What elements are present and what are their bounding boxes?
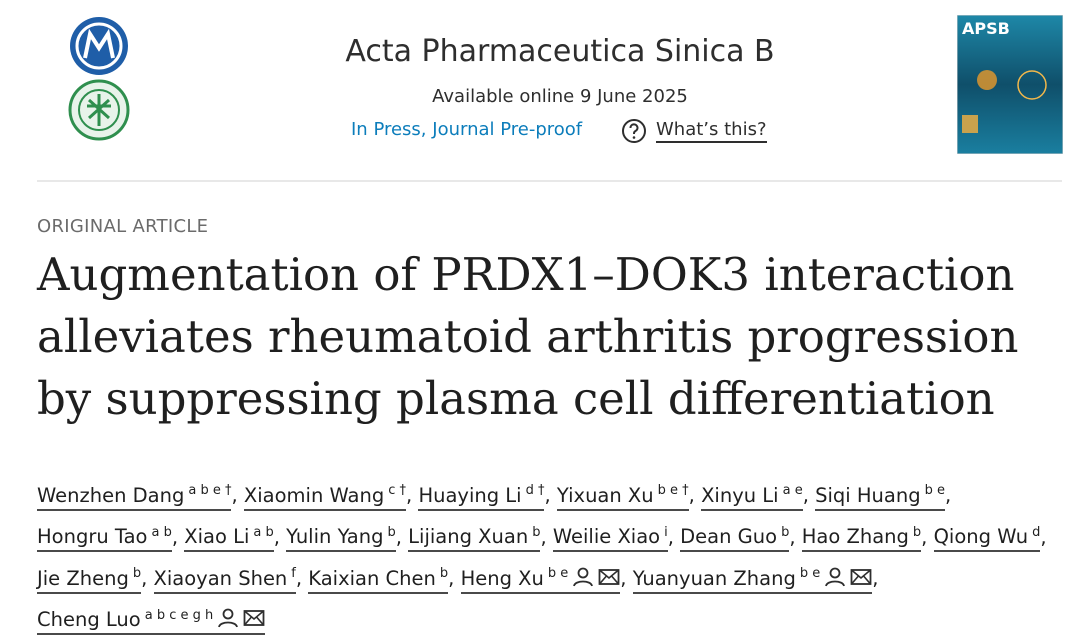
author[interactable]: Yuanyuan Zhang b e xyxy=(632,566,873,594)
affiliation-marks: a b c e g h xyxy=(144,607,214,623)
affiliation-marks: b xyxy=(439,566,449,581)
author-profile-icon[interactable] xyxy=(572,567,594,587)
affiliation-marks: a b xyxy=(151,524,172,540)
affiliation-marks: c † xyxy=(388,483,407,498)
author-name: Xinyu Li xyxy=(701,483,779,507)
separator: , xyxy=(273,525,280,548)
email-icon[interactable] xyxy=(243,608,265,628)
author[interactable]: Yulin Yang b xyxy=(286,525,396,552)
cover-title: APSB xyxy=(962,19,1010,38)
author-name: Huaying Li xyxy=(418,483,522,507)
journal-cover[interactable]: APSB xyxy=(957,15,1063,154)
author-name: Lijiang Xuan xyxy=(408,525,529,548)
separator: , xyxy=(295,566,303,590)
author-name: Yulin Yang xyxy=(286,525,384,548)
email-icon[interactable] xyxy=(598,567,620,587)
help-icon[interactable] xyxy=(621,118,647,144)
author-name: Dean Guo xyxy=(680,525,778,548)
separator: , xyxy=(395,525,402,548)
affiliation-marks: b xyxy=(532,524,541,540)
affiliation-marks: b xyxy=(132,566,142,581)
affiliation-marks: b e xyxy=(799,566,821,581)
affiliation-marks: b xyxy=(912,524,922,540)
author-name: Weilie Xiao xyxy=(552,525,661,548)
author-name: Wenzhen Dang xyxy=(37,483,185,507)
affiliation-marks: i xyxy=(664,524,668,540)
publisher-logos xyxy=(68,17,130,141)
separator: , xyxy=(688,483,695,507)
email-icon[interactable] xyxy=(850,567,872,587)
author[interactable]: Lijiang Xuan b xyxy=(408,524,541,552)
divider xyxy=(37,180,1062,182)
author[interactable]: Jie Zheng b xyxy=(37,566,142,594)
author-name: Hao Zhang xyxy=(801,525,909,548)
author-name: Yuanyuan Zhang xyxy=(632,566,796,590)
affiliation-marks: f xyxy=(291,566,296,581)
author-name: Heng Xu xyxy=(460,566,544,590)
author-name: Cheng Luo xyxy=(37,608,141,631)
author[interactable]: Heng Xu b e xyxy=(460,566,621,594)
separator: , xyxy=(667,525,674,548)
available-date: Available online 9 June 2025 xyxy=(432,86,688,107)
author[interactable]: Siqi Huang b e xyxy=(815,483,945,511)
author-name: Xiaoyan Shen xyxy=(153,566,288,590)
affiliation-marks: d † xyxy=(525,483,545,498)
author[interactable]: Kaixian Chen b xyxy=(308,566,449,594)
separator: , xyxy=(1040,525,1047,548)
author[interactable]: Xiaomin Wang c † xyxy=(243,483,407,511)
article-title: Augmentation of PRDX1–DOK3 interaction a… xyxy=(37,248,1019,425)
affiliation-marks: b e xyxy=(547,566,569,581)
separator: , xyxy=(945,483,952,507)
author[interactable]: Xiao Li a b xyxy=(184,525,274,552)
affiliation-marks: b e † xyxy=(657,483,689,498)
author[interactable]: Yixuan Xu b e † xyxy=(556,483,689,511)
page: Acta Pharmaceutica Sinica B Available on… xyxy=(37,15,1063,635)
separator: , xyxy=(544,483,551,507)
author[interactable]: Xiaoyan Shen f xyxy=(153,566,296,594)
author-name: Xiao Li xyxy=(184,525,250,548)
author[interactable]: Qiong Wu d xyxy=(933,524,1041,552)
affiliation-marks: a e xyxy=(782,483,803,498)
author-name: Yixuan Xu xyxy=(556,483,654,507)
separator: , xyxy=(802,483,809,507)
separator: , xyxy=(921,525,928,548)
author-name: Hongru Tao xyxy=(37,525,148,548)
separator: , xyxy=(141,566,148,590)
author-name: Xiaomin Wang xyxy=(243,483,385,507)
affiliation-marks: a b xyxy=(253,524,274,540)
author[interactable]: Dean Guo b xyxy=(680,524,790,552)
author-name: Kaixian Chen xyxy=(308,566,436,590)
affiliation-marks: d xyxy=(1032,524,1041,540)
author-name: Siqi Huang xyxy=(815,483,921,507)
author[interactable]: Weilie Xiao i xyxy=(552,524,668,552)
affiliation-marks: b e xyxy=(924,483,945,498)
author[interactable]: Cheng Luo a b c e g h xyxy=(37,607,266,635)
separator: , xyxy=(872,566,879,590)
article-type: ORIGINAL ARTICLE xyxy=(37,216,209,237)
author[interactable]: Xinyu Li a e xyxy=(701,483,803,511)
separator: , xyxy=(620,566,627,590)
separator: , xyxy=(540,525,547,548)
affiliation-marks: b xyxy=(387,524,396,540)
author-profile-icon[interactable] xyxy=(217,608,239,628)
help-link[interactable]: What’s this? xyxy=(656,119,767,143)
affiliation-marks: a b e † xyxy=(188,483,232,498)
separator: , xyxy=(406,483,413,507)
separator: , xyxy=(231,483,238,507)
status-link[interactable]: In Press, Journal Pre-proof xyxy=(351,119,583,140)
separator: , xyxy=(789,525,796,548)
author-name: Jie Zheng xyxy=(37,566,129,590)
author[interactable]: Hongru Tao a b xyxy=(37,525,172,552)
author-profile-icon[interactable] xyxy=(824,567,846,587)
affiliation-marks: b xyxy=(781,524,790,540)
journal-name[interactable]: Acta Pharmaceutica Sinica B xyxy=(345,34,775,69)
author[interactable]: Wenzhen Dang a b e † xyxy=(37,483,232,511)
separator: , xyxy=(171,525,179,548)
author-name: Qiong Wu xyxy=(933,525,1029,548)
author-list: Wenzhen Dang a b e †, Xiaomin Wang c †, Hu… xyxy=(37,472,1072,638)
author[interactable]: Hao Zhang b xyxy=(801,524,922,552)
author[interactable]: Huaying Li d † xyxy=(418,483,545,511)
separator: , xyxy=(448,566,455,590)
